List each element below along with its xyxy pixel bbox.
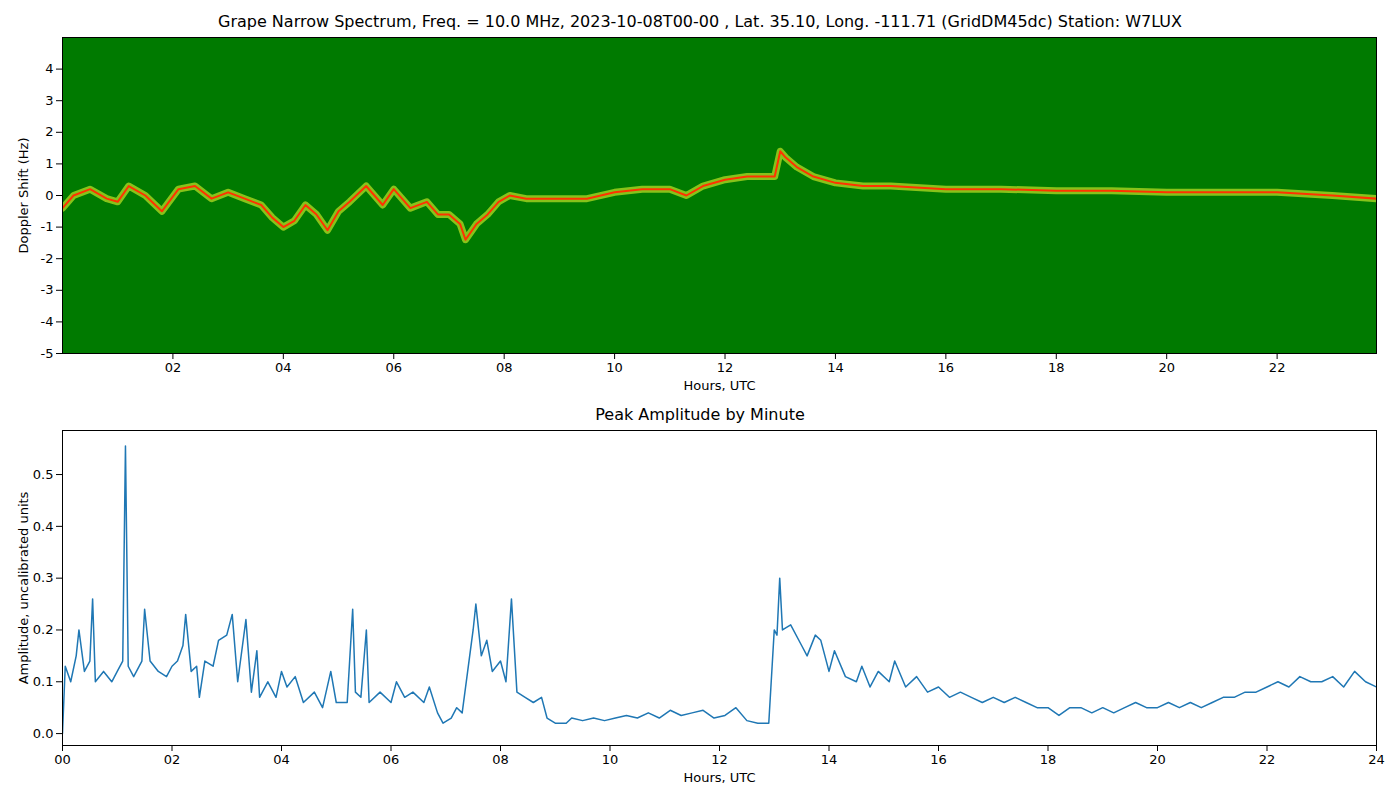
svg-text:02: 02	[165, 360, 182, 375]
svg-text:06: 06	[383, 752, 400, 767]
svg-text:Doppler Shift (Hz): Doppler Shift (Hz)	[16, 138, 31, 254]
svg-text:-4: -4	[41, 314, 54, 329]
html-text:Grape Narrow Spectrum, Freq. =: Grape Narrow Spectrum, Freq. = 10.0 MHz,…	[218, 12, 1182, 31]
svg-text:00: 00	[54, 752, 71, 767]
svg-text:18: 18	[1040, 752, 1057, 767]
svg-text:0.4: 0.4	[33, 519, 54, 534]
svg-text:22: 22	[1259, 752, 1276, 767]
svg-text:-3: -3	[41, 282, 54, 297]
svg-text:18: 18	[1048, 360, 1065, 375]
svg-text:10: 10	[602, 752, 619, 767]
svg-text:-1: -1	[41, 219, 54, 234]
svg-text:0.1: 0.1	[33, 674, 54, 689]
svg-text:20: 20	[1158, 360, 1175, 375]
svg-text:04: 04	[273, 752, 290, 767]
svg-text:10: 10	[606, 360, 623, 375]
svg-text:08: 08	[492, 752, 509, 767]
svg-text:12: 12	[711, 752, 728, 767]
svg-text:-5: -5	[41, 346, 54, 361]
svg-text:08: 08	[496, 360, 513, 375]
svg-text:Amplitude, uncalibrated units: Amplitude, uncalibrated units	[16, 491, 31, 684]
svg-text:22: 22	[1269, 360, 1286, 375]
svg-text:12: 12	[717, 360, 734, 375]
svg-text:3: 3	[45, 93, 53, 108]
svg-text:4: 4	[45, 61, 53, 76]
svg-text:16: 16	[930, 752, 947, 767]
svg-text:16: 16	[938, 360, 955, 375]
svg-text:0.3: 0.3	[33, 570, 54, 585]
svg-text:0.5: 0.5	[33, 467, 54, 482]
svg-text:1: 1	[45, 156, 53, 171]
svg-text:02: 02	[164, 752, 181, 767]
svg-text:14: 14	[827, 360, 844, 375]
svg-text:06: 06	[385, 360, 402, 375]
svg-text:14: 14	[821, 752, 838, 767]
html-text:Peak Amplitude by Minute: Peak Amplitude by Minute	[595, 405, 805, 424]
svg-text:0: 0	[45, 188, 53, 203]
svg-text:0.0: 0.0	[33, 726, 54, 741]
svg-text:24: 24	[1368, 752, 1385, 767]
svg-text:0.2: 0.2	[33, 622, 54, 637]
svg-text:2: 2	[45, 124, 53, 139]
svg-text:-2: -2	[41, 251, 54, 266]
svg-text:04: 04	[275, 360, 292, 375]
svg-text:Hours, UTC: Hours, UTC	[683, 770, 755, 785]
svg-text:Hours, UTC: Hours, UTC	[683, 378, 755, 393]
svg-text:20: 20	[1149, 752, 1166, 767]
